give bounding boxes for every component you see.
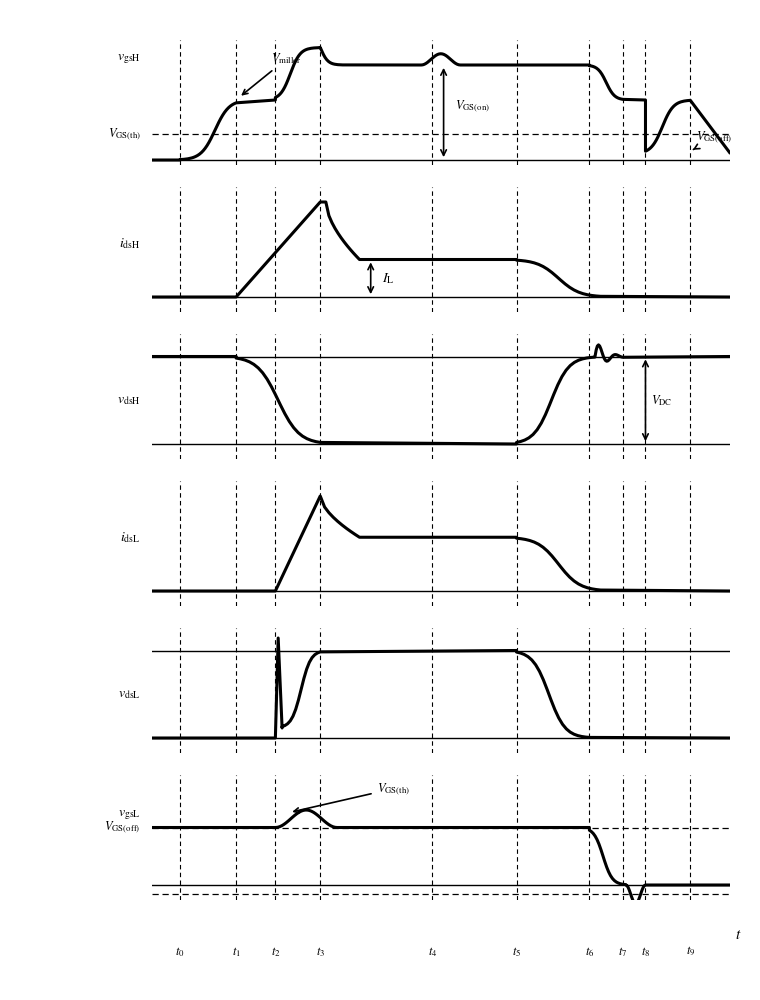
Text: $i_{\rm dsH}$: $i_{\rm dsH}$ <box>119 236 141 251</box>
Text: $t_4$: $t_4$ <box>428 945 437 959</box>
Text: $t_5$: $t_5$ <box>511 945 521 959</box>
Text: $t_9$: $t_9$ <box>686 945 695 958</box>
Text: $V_{\rm GS(off)}$: $V_{\rm GS(off)}$ <box>693 130 733 150</box>
Text: $I_{\rm L}$: $I_{\rm L}$ <box>382 271 394 286</box>
Text: $t_2$: $t_2$ <box>271 945 280 959</box>
Text: $v_{\rm dsL}$: $v_{\rm dsL}$ <box>118 687 141 701</box>
Text: $v_{\rm gsH}$: $v_{\rm gsH}$ <box>117 52 141 66</box>
Text: $t_1$: $t_1$ <box>232 945 241 959</box>
Text: $V_{\rm miller}$: $V_{\rm miller}$ <box>242 51 302 95</box>
Text: $t_3$: $t_3$ <box>315 945 325 959</box>
Text: $V_{\rm GS(on)}$: $V_{\rm GS(on)}$ <box>454 98 490 114</box>
Text: $v_{\rm dsH}$: $v_{\rm dsH}$ <box>117 393 141 407</box>
Text: $V_{\rm GS(off)}$: $V_{\rm GS(off)}$ <box>104 820 141 835</box>
Text: $V_{\rm DC}$: $V_{\rm DC}$ <box>651 393 673 408</box>
Text: $t_6$: $t_6$ <box>584 945 594 959</box>
Text: $i_{\rm dsL}$: $i_{\rm dsL}$ <box>120 530 141 545</box>
Text: $V_{\rm GS(th)}$: $V_{\rm GS(th)}$ <box>108 126 141 142</box>
Text: $t_0$: $t_0$ <box>176 945 185 959</box>
Text: $t_7$: $t_7$ <box>619 945 628 959</box>
Text: $t_8$: $t_8$ <box>641 945 650 959</box>
Text: $v_{\rm gsL}$: $v_{\rm gsL}$ <box>118 808 141 822</box>
Text: $t$: $t$ <box>735 928 742 942</box>
Text: $V_{\rm GS(th)}$: $V_{\rm GS(th)}$ <box>294 781 410 813</box>
